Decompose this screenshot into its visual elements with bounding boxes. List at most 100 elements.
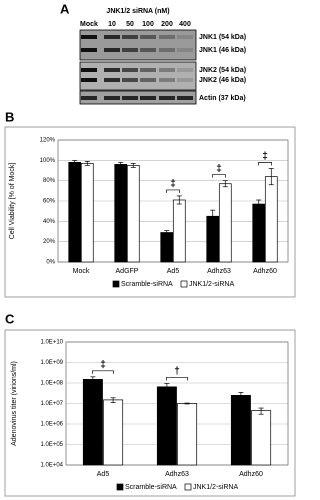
blot-band xyxy=(122,35,138,39)
x-tick-label: AdGFP xyxy=(116,268,139,275)
y-tick-label: 60% xyxy=(43,199,56,205)
significance-bracket xyxy=(212,174,226,178)
blot-band xyxy=(140,68,156,72)
error-bar xyxy=(72,159,78,165)
bar xyxy=(252,203,266,263)
blot-band xyxy=(140,35,156,39)
x-tick-label: Mock xyxy=(73,268,90,275)
blot-band xyxy=(81,35,97,39)
significance-bracket xyxy=(166,377,188,381)
blot-band xyxy=(159,35,175,39)
y-tick-label: 1.0E+08 xyxy=(40,381,63,387)
error-bar xyxy=(110,397,116,404)
error-bar xyxy=(238,391,244,401)
blot-band xyxy=(81,96,97,100)
x-tick-label: Ad5 xyxy=(167,268,180,275)
bar xyxy=(114,164,128,263)
lane-label: Mock xyxy=(80,21,98,28)
error-bar xyxy=(164,383,170,393)
y-tick-label: 100% xyxy=(40,158,56,164)
bar xyxy=(160,232,174,263)
lane-label: 50 xyxy=(126,21,134,28)
blot-band xyxy=(159,78,175,82)
error-bar xyxy=(118,162,124,167)
bar xyxy=(80,163,94,263)
blot-band xyxy=(122,96,138,100)
error-bar xyxy=(130,163,136,168)
blot-band xyxy=(140,78,156,82)
y-tick-label: 40% xyxy=(43,219,56,225)
blot-band xyxy=(122,68,138,72)
lane-label: 10 xyxy=(108,21,116,28)
error-bar xyxy=(176,195,182,205)
lane-label: 100 xyxy=(142,21,154,28)
y-tick-label: 1.0E+07 xyxy=(40,401,63,407)
bar xyxy=(82,379,103,466)
blot-band xyxy=(81,78,97,82)
significance-bracket xyxy=(166,189,180,193)
blot-band xyxy=(104,68,120,72)
blot-band xyxy=(177,78,193,82)
blot-band xyxy=(104,78,120,82)
blot-band xyxy=(177,68,193,72)
lane-label: 200 xyxy=(161,21,173,28)
bar xyxy=(172,199,186,263)
y-axis-label: Cell Viability [% of Mock] xyxy=(9,163,16,240)
legend-label: Scramble-siRNA xyxy=(121,281,173,288)
panel-frame xyxy=(4,329,296,497)
band-label: JNK1 (54 kDa) xyxy=(199,34,246,41)
legend-swatch xyxy=(184,483,192,491)
bar xyxy=(251,410,272,466)
blot-band xyxy=(81,48,97,52)
y-axis-label: Adenovirus titer (virions/ml) xyxy=(11,361,18,446)
error-bar xyxy=(210,209,216,223)
blot-band xyxy=(81,68,97,72)
blot-jnk1 xyxy=(79,29,197,61)
error-bar xyxy=(90,376,96,384)
panel-letter: B xyxy=(5,109,14,124)
band-label: Actin (37 kDa) xyxy=(199,95,246,102)
bar xyxy=(206,215,220,263)
significance-mark: ‡ xyxy=(216,163,222,174)
legend-swatch xyxy=(180,280,188,288)
bar xyxy=(103,399,124,466)
blot-band xyxy=(104,96,120,100)
x-tick-label: Adhz60 xyxy=(239,471,263,478)
error-bar xyxy=(84,161,90,166)
band-label: JNK2 (54 kDa) xyxy=(199,67,246,74)
bar xyxy=(264,176,278,263)
significance-mark: † xyxy=(174,366,180,377)
error-bar xyxy=(184,402,190,405)
bar xyxy=(218,183,232,263)
bar xyxy=(177,403,198,466)
y-tick-label: 1.0E+04 xyxy=(40,463,63,469)
x-tick-label: Adhz63 xyxy=(165,471,189,478)
lane-label: 400 xyxy=(179,21,191,28)
error-bar xyxy=(268,168,274,186)
band-label: JNK2 (46 kDa) xyxy=(199,77,246,84)
significance-mark: ‡ xyxy=(100,359,106,370)
bar xyxy=(68,162,82,263)
blot-band xyxy=(159,48,175,52)
blot-jnk2 xyxy=(79,61,197,91)
error-bar xyxy=(256,199,262,209)
y-tick-label: 20% xyxy=(43,239,56,245)
bar xyxy=(230,394,251,466)
plot-area xyxy=(65,341,289,466)
error-bar xyxy=(164,230,170,235)
legend-swatch xyxy=(116,483,124,491)
legend-label: Scramble-siRNA xyxy=(125,484,177,491)
blot-band xyxy=(122,78,138,82)
figure: A JNK1/2 siRNA (nM) Mock 10 50 100 200 400 JNK… xyxy=(4,1,296,497)
significance-mark: ‡ xyxy=(170,179,176,190)
panel-letter: A xyxy=(60,1,70,16)
significance-bracket xyxy=(92,370,114,374)
x-tick-label: Ad5 xyxy=(97,471,110,478)
error-bar xyxy=(222,180,228,188)
error-bar xyxy=(258,407,264,415)
panel-frame xyxy=(4,126,296,298)
y-tick-label: 0% xyxy=(46,260,55,266)
blot-band xyxy=(140,48,156,52)
blot-band xyxy=(177,96,193,100)
y-tick-label: 1.0E+06 xyxy=(40,422,63,428)
